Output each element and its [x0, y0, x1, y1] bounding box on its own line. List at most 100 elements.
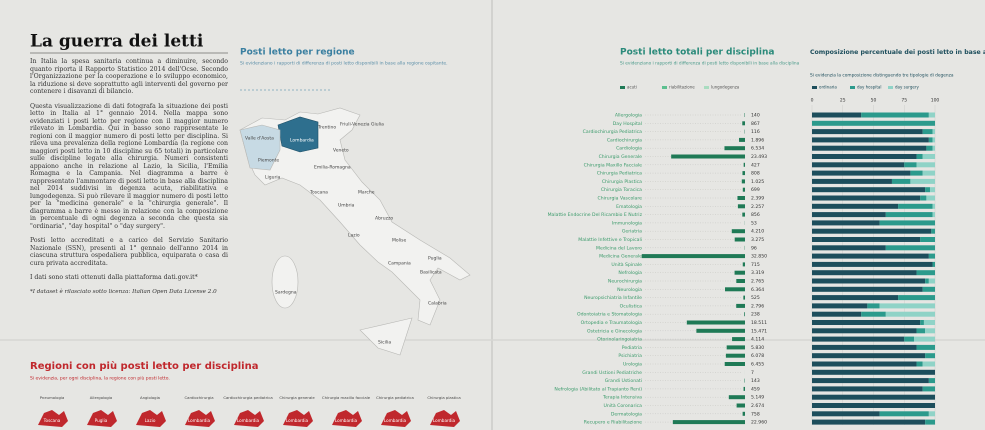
region-label: Abruzzo: [375, 216, 393, 222]
legend-swatch: [850, 86, 855, 89]
category-label: Nefrologia: [618, 270, 642, 276]
category-label: Urologia: [623, 362, 642, 368]
bar: [732, 337, 745, 342]
segment: [812, 137, 929, 143]
segment: [916, 328, 926, 334]
value-label: 143: [751, 378, 760, 384]
discipline-label: Chirurgia generale: [279, 395, 315, 400]
segment: [879, 303, 935, 309]
segment: [812, 369, 935, 375]
category-label: Chirurgia Plastica: [602, 179, 642, 185]
italy-mainland: [239, 107, 471, 326]
category-label: Malattie Endocrine Del Ricambio E Nutriz: [548, 212, 643, 218]
value-label: 715: [751, 262, 760, 268]
value-label: 3.319: [751, 270, 764, 276]
region-label: Valle d'Aosta: [245, 136, 274, 142]
segment: [932, 203, 935, 209]
segment: [928, 278, 935, 284]
region-name: Lombardia: [335, 418, 358, 423]
category-label: Grandi Ustionati: [605, 378, 642, 384]
value-label: 15.471: [751, 328, 767, 334]
region-shape: [332, 410, 362, 427]
segment: [812, 378, 929, 384]
value-label: 140: [751, 113, 760, 119]
region-label: Sicilia: [378, 340, 391, 346]
region-label: Lazio: [348, 233, 360, 239]
paragraph: I dati sono stati ottenuti dalla piattaf…: [30, 274, 198, 281]
region-label: Piemonte: [258, 158, 279, 164]
segment: [916, 154, 923, 159]
segment: [861, 311, 886, 317]
discipline-label: Chirurgia pediatrica: [376, 395, 414, 400]
category-label: Recupero e Riabilitazione: [584, 420, 642, 426]
segment: [928, 112, 935, 118]
bar: [725, 353, 745, 358]
value-label: 808: [751, 171, 760, 177]
bar: [737, 196, 745, 200]
bar: [696, 328, 745, 333]
value-label: 4.114: [751, 337, 764, 343]
segment: [922, 129, 933, 135]
value-label: 22.960: [751, 420, 767, 426]
segment: [812, 328, 917, 334]
segment: [916, 162, 935, 168]
category-label: Psichiatria: [618, 353, 642, 359]
segment: [812, 353, 926, 359]
category-label: Ortopedia e Traumatologia: [581, 320, 643, 326]
segment: [812, 112, 862, 118]
legend-label: riabilitazione: [669, 85, 695, 90]
category-label: Chirurgia Pediatrica: [597, 171, 642, 177]
bottom-subtitle: Si evidenzia, per ogni disciplina, la re…: [30, 375, 170, 382]
segment: [812, 178, 892, 184]
bar: [743, 162, 745, 167]
value-label: 6.078: [751, 353, 764, 359]
value-label: 6.455: [751, 362, 764, 368]
segment: [925, 419, 935, 425]
value-label: 2.796: [751, 303, 764, 309]
category-label: Malattie Infettive e Tropicali: [578, 237, 642, 243]
bottom-title: Regioni con più posti letto per discipli…: [30, 360, 258, 372]
bar-subtitle: Si evidenziano i rapporti di differenza …: [620, 61, 800, 67]
legend-swatch: [662, 86, 667, 89]
segment: [812, 212, 886, 218]
legend-label: day surgery: [895, 85, 919, 90]
segment: [812, 195, 921, 201]
segment: [812, 303, 868, 309]
segment: [812, 145, 927, 151]
segment: [812, 203, 899, 209]
category-label: Ematologia: [616, 204, 642, 210]
piemonte-region: [239, 124, 281, 171]
category-label: Immunologia: [612, 220, 642, 226]
category-label: Chirurgia Maxillo Facciale: [584, 162, 643, 168]
value-label: 116: [751, 129, 760, 135]
segment: [922, 386, 935, 392]
segment: [914, 336, 935, 342]
region-shape: [430, 410, 460, 427]
category-label: Oculistica: [620, 303, 643, 309]
legend-swatch: [888, 86, 893, 89]
segment: [812, 311, 862, 317]
value-label: 3.275: [751, 237, 764, 243]
bar: [736, 279, 745, 283]
region-shape: [136, 410, 166, 427]
segment: [812, 154, 917, 159]
region-name: Lombardia: [384, 418, 407, 423]
segment: [922, 154, 935, 159]
category-label: Dermatologia: [611, 411, 642, 417]
bar: [726, 345, 745, 350]
category-label: Unità Spinale: [611, 261, 642, 268]
bar: [736, 303, 745, 308]
comp-subtitle: Si evidenzia la composizione distinguend…: [810, 73, 954, 79]
segment: [885, 245, 935, 251]
region-shape: [87, 410, 117, 427]
segment: [922, 170, 935, 176]
segment: [885, 212, 933, 218]
segment: [926, 195, 935, 201]
paragraph: In Italia la spesa sanitaria continua a …: [30, 58, 228, 95]
legend-swatch: [620, 86, 625, 89]
value-label: 7: [751, 370, 754, 376]
region-label: Lombardia: [290, 138, 314, 144]
legend-swatch: [704, 86, 709, 89]
segment: [916, 344, 935, 350]
value-label: 427: [751, 162, 760, 168]
